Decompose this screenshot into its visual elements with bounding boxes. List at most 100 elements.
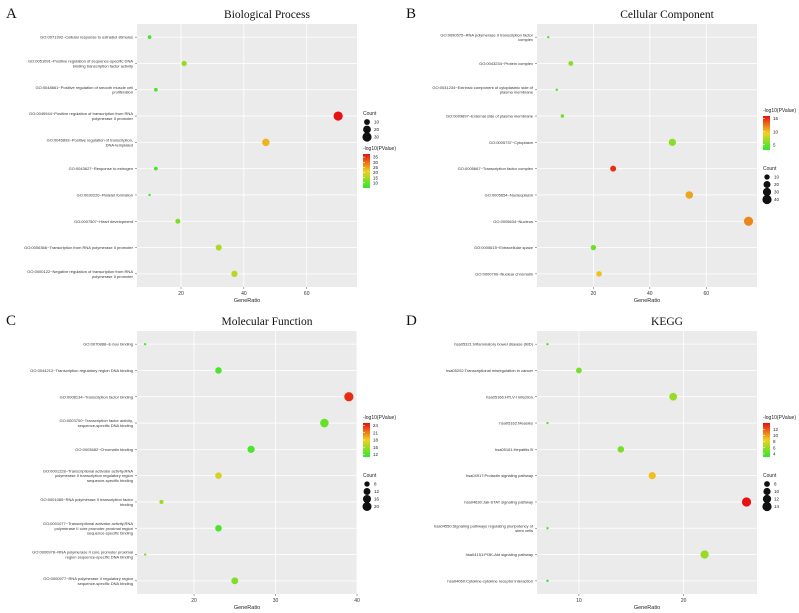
data-point <box>668 138 677 146</box>
color-legend-bar <box>763 116 770 150</box>
color-legend-label: 10 <box>773 433 779 438</box>
count-legend-dot <box>363 125 371 134</box>
color-legend-label: 18 <box>373 438 379 443</box>
count-legend-dot <box>362 494 372 504</box>
color-legend-label: 5 <box>773 142 776 147</box>
y-tick-label: GO:0031234~Extrinsic component of cytopl… <box>432 85 533 95</box>
data-point <box>617 446 625 453</box>
data-point <box>743 216 754 226</box>
x-tick-label: 60 <box>304 291 310 297</box>
data-point <box>247 445 255 453</box>
data-point <box>320 418 329 428</box>
count-legend-dot <box>362 132 372 142</box>
count-legend-dot <box>362 502 372 511</box>
y-tick-label: GO:0043234~Protein complex <box>479 61 533 66</box>
count-legend-dot <box>762 194 772 205</box>
color-legend-label: 30 <box>373 160 379 165</box>
color-legend-label: 8 <box>773 439 776 444</box>
data-point <box>333 111 343 121</box>
x-tick-label: 40 <box>241 291 247 297</box>
count-legend-label: 30 <box>774 190 780 195</box>
x-tick-label: 20 <box>178 291 184 297</box>
color-legend-label: 24 <box>373 423 379 428</box>
data-point <box>154 166 158 171</box>
y-tick-label: GO:0001228~Transcriptional activator act… <box>43 468 133 483</box>
data-point <box>262 138 270 147</box>
count-legend-dot <box>363 488 371 495</box>
y-tick-label: GO:0003682~Chromatin binding <box>75 447 133 452</box>
x-tick-label: 30 <box>273 598 279 604</box>
color-legend-bar <box>363 154 370 188</box>
y-tick-label: GO:0048661~Positive regulation of smooth… <box>36 85 134 95</box>
data-point <box>215 244 222 251</box>
data-point <box>181 60 187 67</box>
count-legend-label: 8 <box>774 482 777 487</box>
color-legend-label: 25 <box>373 165 379 170</box>
data-point <box>560 114 565 118</box>
data-point <box>159 499 164 504</box>
data-point <box>546 527 549 530</box>
x-tick-label: 20 <box>681 598 687 604</box>
y-tick-label: GO:0001077~Transcriptional activator act… <box>43 521 133 536</box>
y-tick-label: GO:0006366~Transcription from RNA polyme… <box>24 245 134 250</box>
x-axis-label: GeneRatio <box>234 605 260 611</box>
data-point <box>215 524 222 532</box>
data-point <box>596 271 602 277</box>
data-point <box>215 367 222 374</box>
count-legend-label: 12 <box>374 489 380 494</box>
y-tick-label: GO:0071392~Cellular response to estradio… <box>40 35 133 40</box>
panel-d: D KEGG hsa05321:Inflammatory bowel disease… <box>406 313 796 611</box>
chart-title: Cellular Component <box>620 9 714 21</box>
count-legend-dot <box>762 187 772 197</box>
color-legend-label: 15 <box>773 116 779 121</box>
y-tick-label: hsa05202:Transcriptional misregulation i… <box>446 368 534 373</box>
chart-title: Biological Process <box>224 9 310 21</box>
y-tick-label: GO:0001085~RNA polymerase II transcripti… <box>40 497 133 507</box>
count-legend-label: 14 <box>774 504 780 509</box>
count-legend-title: Count <box>763 166 777 172</box>
color-legend-title: -log10(PValue) <box>363 146 396 152</box>
count-legend-title: Count <box>763 473 777 479</box>
data-point <box>700 550 709 559</box>
color-legend-label: 4 <box>773 452 776 457</box>
count-legend-dot <box>762 494 772 504</box>
x-axis-label: GeneRatio <box>634 298 660 304</box>
y-tick-label: GO:0090575~RNA polymerase II transcripti… <box>440 32 533 42</box>
count-legend-label: 10 <box>374 120 380 125</box>
data-point <box>154 87 158 92</box>
count-legend-title: Count <box>363 111 377 117</box>
data-point <box>576 367 582 374</box>
y-tick-label: GO:0009897~External side of plasma membr… <box>446 114 534 119</box>
y-tick-label: GO:0000790~Nuclear chromatin <box>475 271 533 276</box>
count-legend-label: 20 <box>374 504 380 509</box>
count-legend-label: 8 <box>374 482 377 487</box>
y-tick-label: GO:0000977~RNA polymerase II regulatory … <box>43 576 133 586</box>
count-legend-label: 20 <box>774 182 780 187</box>
count-legend-dot <box>762 501 772 512</box>
data-point <box>231 577 239 585</box>
x-axis-label: GeneRatio <box>634 605 660 611</box>
count-legend-label: 16 <box>374 497 380 502</box>
data-point <box>546 342 549 346</box>
color-legend-label: 15 <box>373 175 379 180</box>
y-tick-label: GO:0045944~Positive regulation of transc… <box>29 111 134 121</box>
x-tick-label: 40 <box>354 598 360 604</box>
data-point <box>148 193 151 197</box>
y-tick-label: hsa04630:Jak-STAT signaling pathway <box>464 499 533 504</box>
y-tick-label: GO:0005634~Nucleus <box>493 219 533 224</box>
data-point <box>555 88 558 91</box>
panel-label: B <box>406 6 416 22</box>
chart-title: Molecular Function <box>221 316 312 328</box>
data-point <box>546 421 549 425</box>
color-legend-label: 15 <box>373 445 379 450</box>
color-legend-label: 20 <box>373 170 379 175</box>
count-legend-dot <box>763 180 771 189</box>
x-tick-label: 60 <box>703 291 709 297</box>
plot-background <box>537 331 757 594</box>
data-point <box>568 61 574 66</box>
color-legend-label: 21 <box>373 430 379 435</box>
y-tick-label: hsa04151:PI3K-Akt signaling pathway <box>466 552 533 557</box>
data-point <box>344 392 354 402</box>
count-legend-label: 10 <box>774 175 780 180</box>
